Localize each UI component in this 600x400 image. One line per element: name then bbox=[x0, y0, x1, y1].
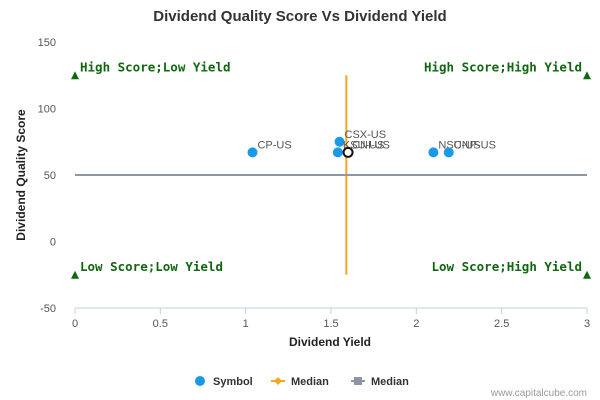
x-tick-label: 0 bbox=[72, 318, 78, 330]
x-tick-label: 0.5 bbox=[153, 318, 168, 330]
y-tick-label: -50 bbox=[40, 303, 56, 315]
x-tick-label: 1.5 bbox=[323, 318, 338, 330]
legend-item-label: Symbol bbox=[213, 376, 253, 388]
chart-title: Dividend Quality Score Vs Dividend Yield bbox=[153, 8, 446, 25]
legend-symbol-marker bbox=[195, 376, 205, 386]
highlight-point bbox=[342, 146, 354, 158]
quadrant-marker bbox=[583, 71, 591, 80]
x-tick-label: 2.5 bbox=[494, 318, 509, 330]
data-point bbox=[247, 147, 258, 158]
y-tick-label: 150 bbox=[38, 37, 56, 49]
data-point bbox=[334, 136, 345, 147]
point-label: UNP-US bbox=[454, 139, 496, 151]
legend: Symbol Median Median bbox=[195, 376, 409, 388]
credit-text: www.capitalcube.com bbox=[490, 388, 587, 399]
x-tick-label: 3 bbox=[584, 318, 590, 330]
y-tick-label: 100 bbox=[38, 104, 56, 116]
x-tick-label: 2 bbox=[413, 318, 419, 330]
data-point bbox=[428, 147, 439, 158]
x-tick-label: 1 bbox=[243, 318, 249, 330]
legend-item-label: Median bbox=[371, 376, 409, 388]
point-label: KSU-US bbox=[343, 139, 385, 151]
quadrant-label: Low Score;High Yield bbox=[431, 259, 582, 274]
quadrant-marker bbox=[71, 270, 79, 279]
quadrant-marker bbox=[583, 270, 591, 279]
y-tick-label: 50 bbox=[44, 170, 56, 182]
plot-area: 0 0.5 1 1.5 2 2.5 3 -50 0 50 100 150 High Score;Low … bbox=[38, 37, 591, 330]
point-label: CSX-US bbox=[345, 129, 387, 141]
quadrant-label: High Score;Low Yield bbox=[80, 59, 231, 74]
quadrant-label: High Score;High Yield bbox=[424, 59, 582, 74]
y-tick-label: 0 bbox=[50, 237, 56, 249]
x-axis-title: Dividend Yield bbox=[289, 335, 371, 349]
quadrant-marker bbox=[71, 71, 79, 80]
data-point bbox=[332, 147, 343, 158]
legend-item-label: Median bbox=[291, 376, 329, 388]
highlight-label: CNI-US bbox=[352, 139, 390, 151]
legend-square-marker bbox=[354, 377, 362, 385]
point-label: CP-US bbox=[257, 139, 291, 151]
data-point bbox=[443, 147, 454, 158]
y-axis-title: Dividend Quality Score bbox=[14, 109, 28, 241]
quadrant-label: Low Score;Low Yield bbox=[80, 259, 223, 274]
legend-diamond-marker bbox=[274, 377, 282, 385]
